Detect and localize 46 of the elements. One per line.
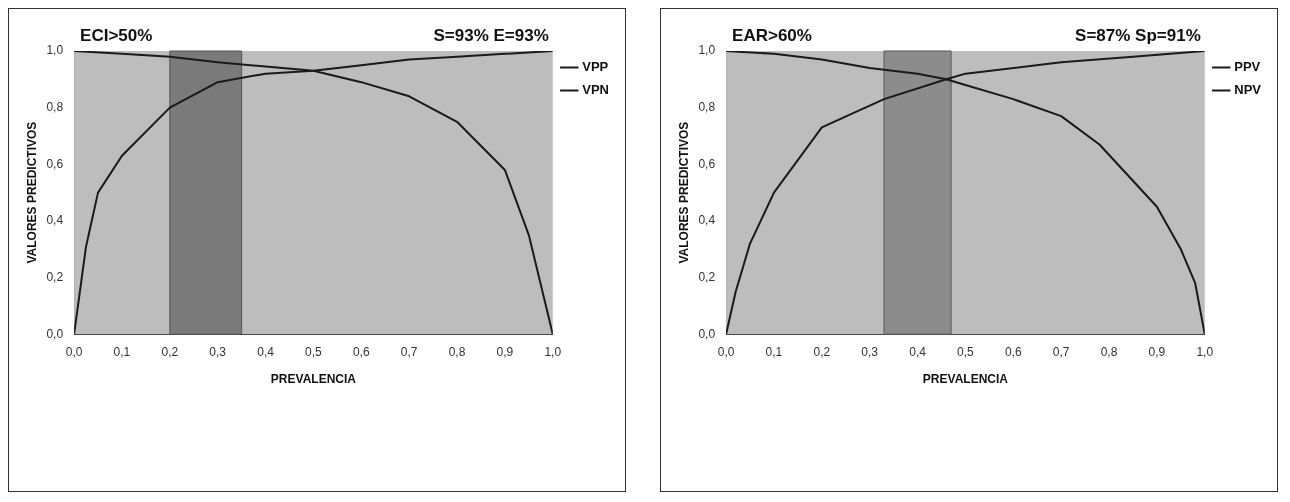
y-tick-label: 0,0: [698, 326, 716, 341]
x-tick-label: 0,6: [1004, 344, 1022, 359]
x-tick-label: 0,3: [209, 344, 227, 359]
chart-title: EAR>60%: [732, 26, 812, 46]
x-tick-label: 0,1: [765, 344, 783, 359]
y-tick-label: 0,2: [698, 269, 716, 284]
y-tick-label: 0,6: [46, 156, 64, 171]
x-tick-label: 0,4: [257, 344, 275, 359]
x-tick-label: 0,7: [400, 344, 418, 359]
y-tick-label: 0,8: [46, 99, 64, 114]
x-tick-label: 0,8: [448, 344, 466, 359]
x-axis-title: PREVALENCIA: [922, 372, 1009, 387]
x-tick-label: 0,6: [352, 344, 370, 359]
y-axis-title: VALORES PREDICTIVOS: [24, 121, 39, 264]
chart-subtitle: S=87% Sp=91%: [1075, 26, 1201, 46]
x-tick-label: 0,3: [861, 344, 879, 359]
x-tick-label: 0,9: [1148, 344, 1166, 359]
x-tick-label: 0,5: [305, 344, 323, 359]
y-tick-label: 0,4: [698, 213, 716, 228]
x-tick-label: 0,8: [1100, 344, 1118, 359]
x-tick-label: 0,1: [113, 344, 131, 359]
x-tick-label: 0,2: [161, 344, 179, 359]
x-tick-label: 0,5: [957, 344, 975, 359]
legend-label: NPV: [1234, 82, 1262, 98]
x-tick-label: 1,0: [1196, 344, 1214, 359]
y-tick-label: 0,6: [698, 156, 716, 171]
x-tick-label: 0,4: [909, 344, 927, 359]
chart-subtitle: S=93% E=93%: [433, 26, 549, 46]
x-axis-title: PREVALENCIA: [270, 372, 357, 387]
y-tick-label: 0,4: [46, 213, 64, 228]
y-tick-label: 1,0: [46, 43, 64, 58]
y-tick-label: 1,0: [698, 43, 716, 58]
x-tick-label: 0,7: [1052, 344, 1070, 359]
legend-label: VPN: [582, 82, 609, 98]
x-tick-label: 1,0: [544, 344, 562, 359]
x-tick-label: 0,0: [65, 344, 83, 359]
x-tick-label: 0,2: [813, 344, 831, 359]
y-tick-label: 0,2: [46, 269, 64, 284]
x-tick-label: 0,0: [717, 344, 735, 359]
x-tick-label: 0,9: [496, 344, 514, 359]
y-axis-title: VALORES PREDICTIVOS: [676, 121, 691, 264]
legend-label: VPP: [582, 59, 609, 75]
chart-title: ECI>50%: [80, 26, 153, 46]
y-tick-label: 0,8: [698, 99, 716, 114]
y-tick-label: 0,0: [46, 326, 64, 341]
legend-label: PPV: [1234, 59, 1261, 75]
